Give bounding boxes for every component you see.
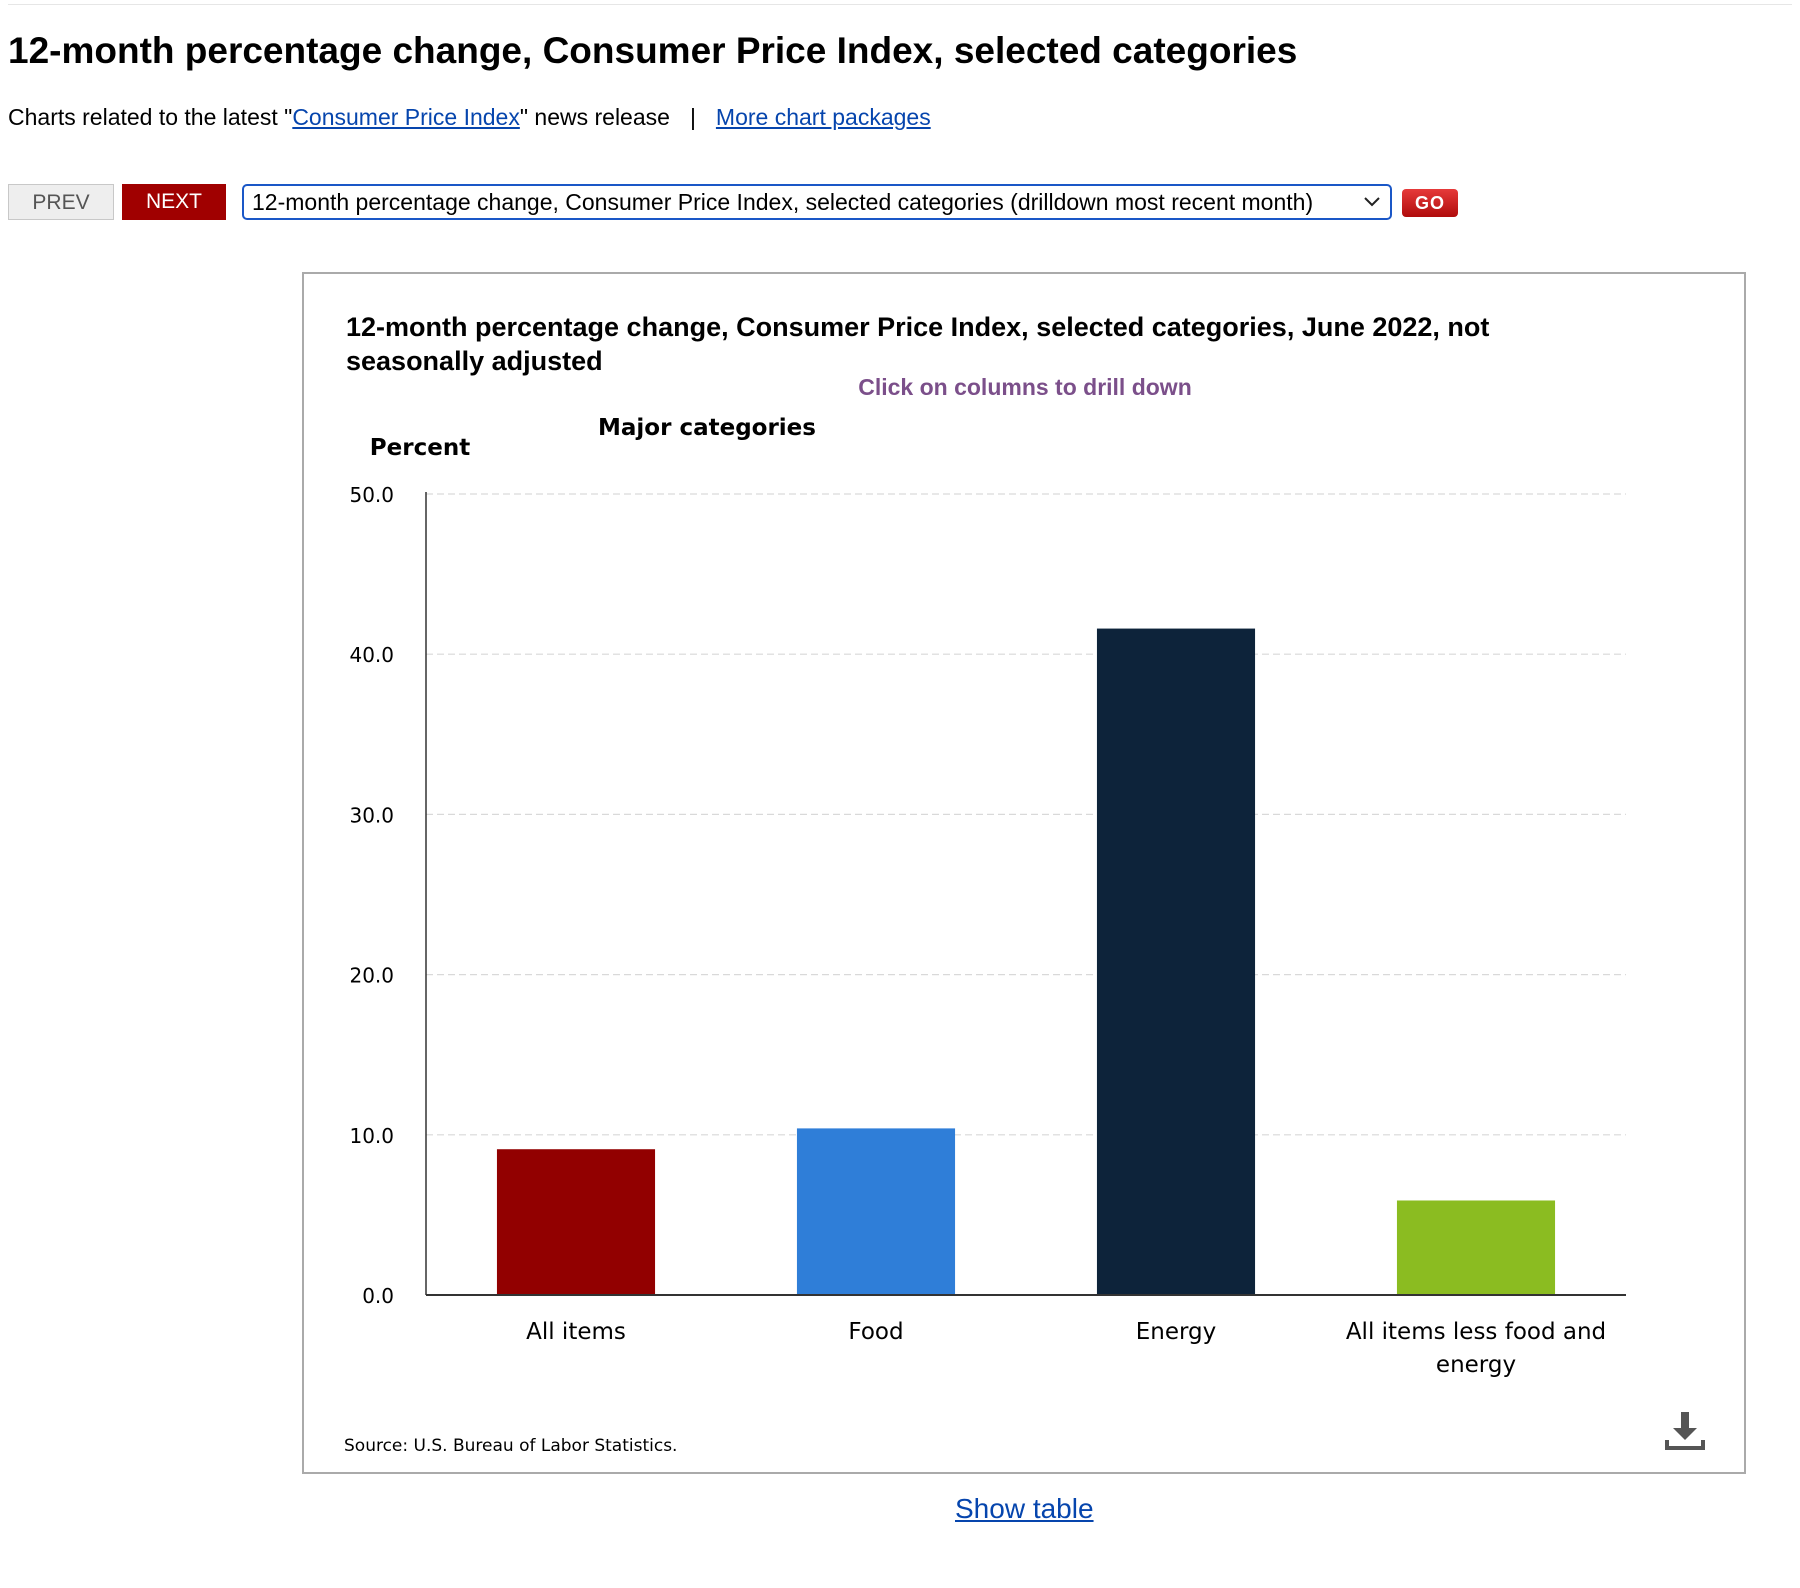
next-button[interactable]: NEXT: [122, 184, 226, 220]
chart-select-value: 12-month percentage change, Consumer Pri…: [252, 189, 1314, 215]
chart-container: 12-month percentage change, Consumer Pri…: [302, 272, 1746, 1474]
bars-layer: [496, 628, 1556, 1295]
page-title: 12-month percentage change, Consumer Pri…: [8, 30, 1298, 71]
y-tick-label: 0.0: [362, 1284, 394, 1308]
y-tick-label: 20.0: [349, 964, 394, 988]
y-tick-label: 40.0: [349, 643, 394, 667]
more-chart-packages-link[interactable]: More chart packages: [715, 104, 931, 130]
chart-svg: 12-month percentage change, Consumer Pri…: [344, 312, 1709, 1456]
chart-subtitle: Major categories: [598, 415, 816, 441]
y-axis-title: Percent: [370, 435, 470, 461]
bar[interactable]: [1096, 628, 1256, 1295]
chart-title-line1: 12-month percentage change, Consumer Pri…: [346, 312, 1489, 342]
y-tick-label: 30.0: [349, 803, 394, 827]
x-tick-label: energy: [1436, 1352, 1516, 1378]
drill-hint: Click on columns to drill down: [858, 374, 1192, 400]
bar[interactable]: [796, 1128, 956, 1295]
grid-layer: [426, 493, 1626, 1136]
bar[interactable]: [1396, 1200, 1556, 1295]
subtitle-suffix: " news release: [519, 104, 670, 130]
bar[interactable]: [496, 1149, 656, 1295]
go-button[interactable]: GO: [1402, 189, 1458, 217]
top-divider: [8, 4, 1792, 5]
y-tick-label: 50.0: [349, 483, 394, 507]
download-icon[interactable]: [1661, 1408, 1709, 1456]
page-subtitle: Charts related to the latest "Consumer P…: [8, 104, 931, 131]
axis-layer: 0.0 10.0 20.0 30.0 40.0 50.0 All items Food Ener…: [349, 483, 1626, 1378]
chart-title-line2: seasonally adjusted: [346, 346, 603, 376]
subtitle-prefix: Charts related to the latest ": [8, 104, 293, 130]
x-tick-label: All items less food and: [1346, 1319, 1606, 1345]
x-tick-label: Energy: [1136, 1319, 1217, 1345]
y-tick-label: 10.0: [349, 1124, 394, 1148]
cpi-release-link[interactable]: Consumer Price Index: [292, 104, 520, 130]
chevron-down-icon: [1364, 197, 1380, 207]
prev-button[interactable]: PREV: [8, 184, 114, 220]
x-tick-label: Food: [848, 1319, 903, 1345]
show-table-link[interactable]: Show table: [955, 1493, 1094, 1524]
separator: |: [689, 104, 696, 130]
x-tick-label: All items: [526, 1319, 626, 1345]
source-note: Source: U.S. Bureau of Labor Statistics.: [344, 1436, 677, 1456]
chart-select[interactable]: 12-month percentage change, Consumer Pri…: [242, 184, 1392, 220]
